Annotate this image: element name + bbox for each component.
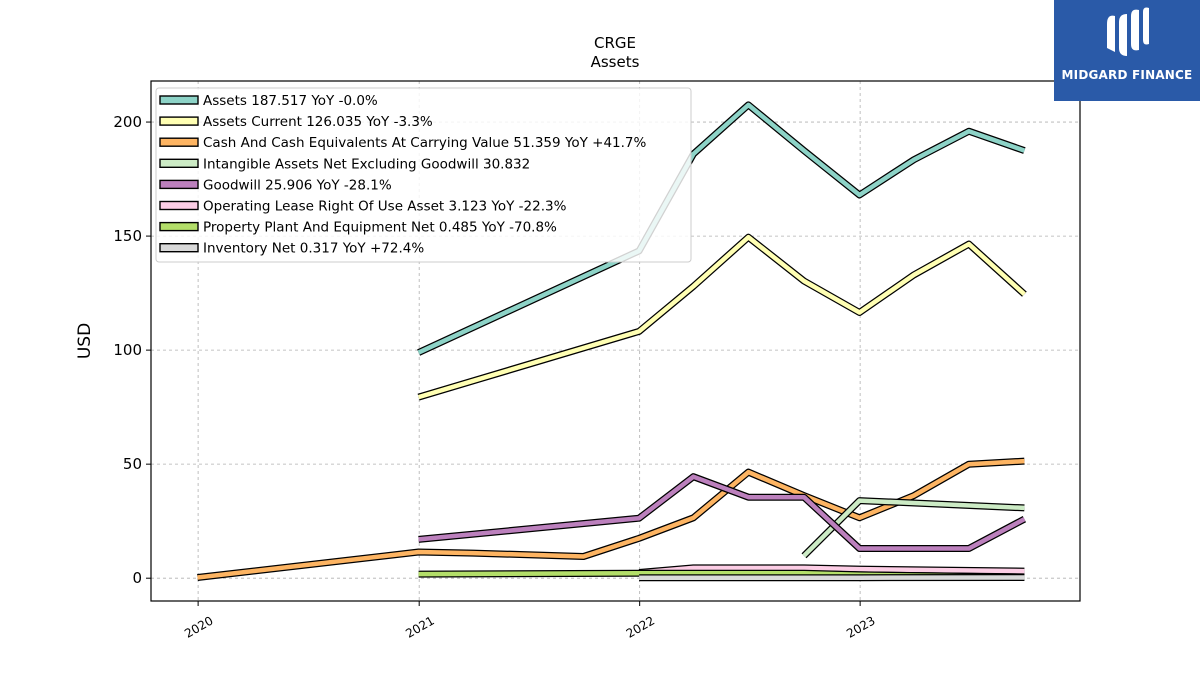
legend-swatch (159, 116, 199, 126)
series-line (417, 234, 1026, 400)
y-tick-label: 200 (113, 113, 142, 131)
logo-mark-icon (1107, 7, 1149, 56)
plot-area: 0 50 100 150 200 2020 2021 2022 2023 Assets 187.5… (113, 80, 1081, 641)
y-tick-label: 50 (123, 455, 142, 473)
series-line (802, 498, 1025, 558)
x-tick-label: 2020 (182, 613, 215, 640)
legend-swatch (159, 200, 199, 211)
logo-text: MIDGARD FINANCE (1061, 68, 1193, 82)
chart-subtitle: Assets (591, 53, 640, 71)
series-line (638, 565, 1025, 575)
legend-entry: Cash And Cash Equivalents At Carrying Va… (203, 135, 647, 151)
legend-swatch (159, 158, 199, 169)
legend-swatch (159, 221, 199, 232)
axes-frame (150, 80, 1081, 602)
series-line (418, 474, 1026, 551)
legend-entry: Inventory Net 0.317 YoY +72.4% (203, 241, 424, 257)
brand-logo: MIDGARD FINANCE (1054, 0, 1200, 101)
legend-entry: Goodwill 25.906 YoY -28.1% (203, 177, 392, 193)
x-tick-label: 2022 (624, 613, 657, 640)
chart-title: CRGE (594, 34, 636, 52)
legend-swatch (159, 242, 199, 253)
legend-box (155, 87, 692, 263)
legend-entry: Operating Lease Right Of Use Asset 3.123… (203, 199, 567, 215)
y-tick-label: 100 (113, 341, 142, 359)
legend-entry: Assets 187.517 YoY -0.0% (203, 93, 378, 109)
legend-swatch (159, 137, 199, 147)
legend-entry: Property Plant And Equipment Net 0.485 Y… (203, 220, 557, 236)
legend-swatch (159, 95, 199, 105)
legend-entry: Intangible Assets Net Excluding Goodwill… (203, 156, 530, 172)
y-tick-label: 0 (132, 569, 142, 587)
series-line (197, 458, 1025, 580)
legend-swatch (159, 179, 199, 190)
y-axis-label: USD (75, 323, 95, 359)
x-tick-label: 2023 (844, 613, 877, 640)
x-tick-label: 2021 (403, 613, 436, 640)
legend-entry: Assets Current 126.035 YoY -3.3% (203, 114, 433, 130)
y-tick-label: 150 (113, 227, 142, 245)
